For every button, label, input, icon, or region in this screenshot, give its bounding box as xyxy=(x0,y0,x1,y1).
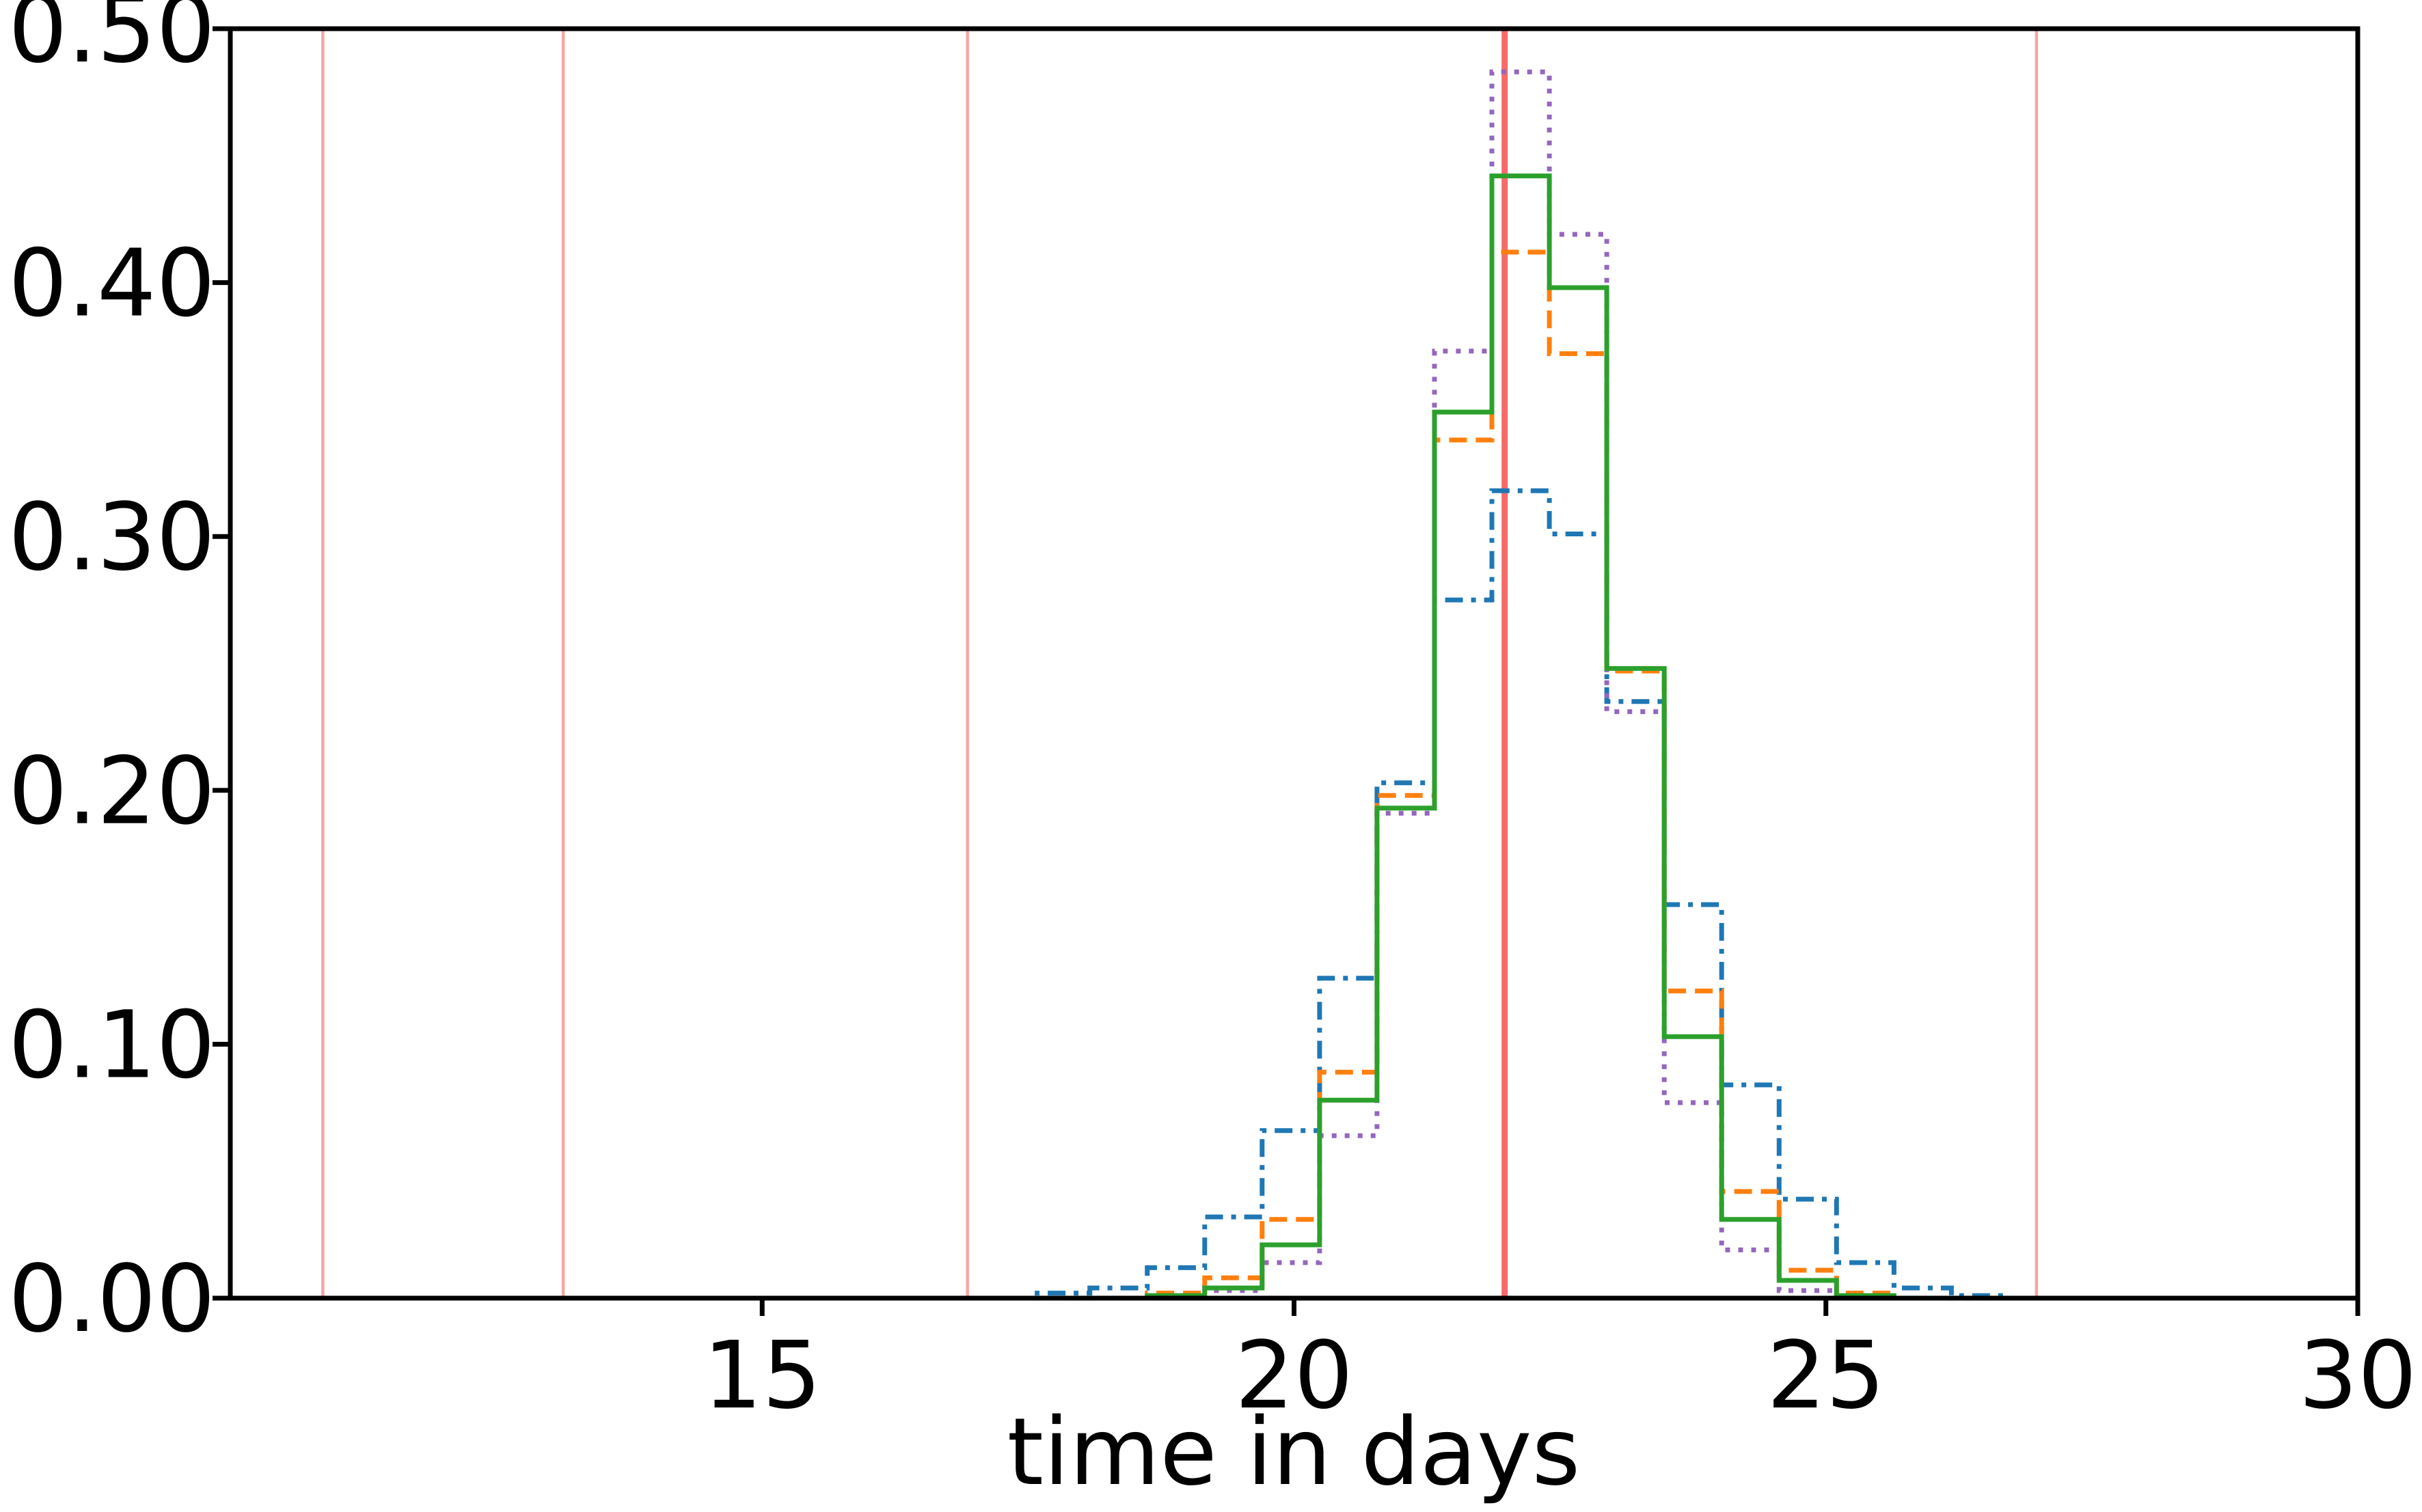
y-tick-label-0.40: 0.40 xyxy=(8,230,215,338)
x-tick-label-30: 30 xyxy=(2298,1322,2417,1430)
x-tick-label-20: 20 xyxy=(1235,1322,1353,1430)
histogram-series xyxy=(975,69,2011,1301)
y-tick-label-0.20: 0.20 xyxy=(8,738,215,846)
histogram-series-1 xyxy=(975,488,2011,1301)
histogram-series-4 xyxy=(975,174,2009,1301)
y-tick-label-0.00: 0.00 xyxy=(8,1246,215,1353)
y-tick-label-0.50: 0.50 xyxy=(8,0,215,84)
y-axis-ticks: 0.00 0.10 0.20 0.30 0.40 0.50 xyxy=(8,0,230,1353)
y-tick-label-0.30: 0.30 xyxy=(8,484,215,592)
reference-lines xyxy=(321,29,2039,1298)
x-tick-label-15: 15 xyxy=(703,1322,821,1430)
y-tick-label-0.10: 0.10 xyxy=(8,991,215,1099)
x-axis-label: time in days xyxy=(1007,1399,1581,1507)
x-axis-ticks: 15 20 25 30 xyxy=(703,1298,2417,1430)
x-tick-label-25: 25 xyxy=(1767,1322,1885,1430)
